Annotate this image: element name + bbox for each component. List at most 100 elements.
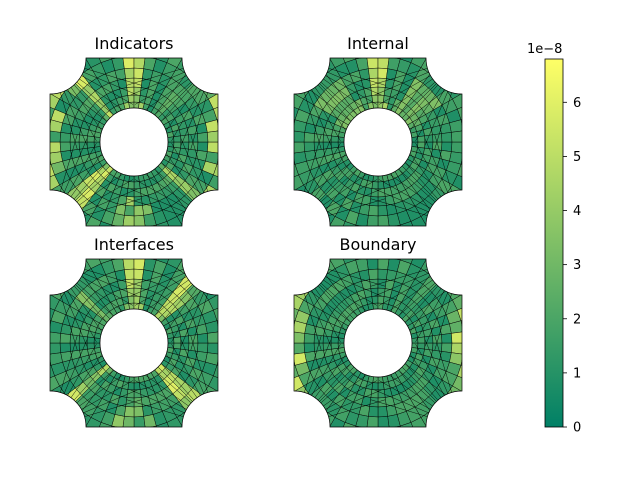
mesh-cell [134, 460, 152, 480]
mesh-cell [308, 13, 333, 40]
mesh-cell [20, 369, 42, 388]
mesh-cell [226, 97, 248, 116]
mesh-cell [194, 70, 214, 90]
mesh-cell [204, 58, 218, 82]
mesh-cell [204, 403, 218, 427]
mesh-line [314, 87, 350, 136]
mesh-cell [306, 202, 326, 222]
mesh-line [190, 335, 208, 393]
mesh-cell [16, 343, 35, 358]
mesh-line [434, 92, 452, 150]
mesh-cell [0, 157, 20, 178]
mesh-cell [166, 259, 185, 269]
mesh-cell [294, 292, 304, 311]
mesh-cell [183, 259, 207, 264]
mesh-cell [5, 187, 32, 212]
mesh-cell [480, 388, 507, 413]
mesh-cell [98, 3, 119, 28]
mesh-line [325, 276, 378, 306]
mesh-cell [342, 457, 363, 480]
mesh-line [79, 78, 128, 114]
mesh-line [67, 343, 97, 396]
mesh-cell [324, 7, 347, 33]
panel-2: Interfaces [0, 234, 274, 480]
panels: Indicators Internal Interfaces Boundary [0, 3, 518, 480]
mesh-cell [207, 331, 218, 344]
mesh-cell [409, 7, 432, 33]
mesh-cell [327, 417, 346, 427]
mesh-cell [133, 181, 141, 190]
mesh-cell [452, 91, 462, 110]
mesh-cell [226, 298, 248, 317]
mesh-cell [111, 58, 125, 71]
mesh-cell [365, 428, 378, 443]
mesh-cell [34, 330, 49, 343]
mesh-cell [368, 268, 379, 280]
mesh-cell [460, 316, 462, 333]
mesh-cell [243, 289, 269, 312]
mesh-cell [430, 62, 450, 82]
mesh-line [424, 138, 449, 193]
mesh-cell [294, 115, 296, 132]
mesh-cell [89, 435, 108, 457]
mesh-cell [251, 343, 274, 361]
mesh-cell [410, 417, 429, 427]
mesh-cell [294, 91, 304, 110]
mesh-cell [5, 72, 32, 97]
mesh-cell [122, 58, 135, 69]
mesh-cell [449, 320, 462, 334]
mesh-cell [294, 353, 296, 370]
mesh-line [126, 269, 184, 287]
mesh-cell [465, 284, 487, 305]
mesh-cell [251, 142, 274, 160]
mesh-cell [337, 141, 345, 148]
mesh-cell [427, 58, 451, 63]
mesh-cell [16, 328, 35, 343]
mesh-cell [351, 425, 368, 427]
mesh-cell [160, 435, 179, 457]
mesh-cell [264, 168, 286, 187]
colorbar-offset-label: 1e−8 [527, 42, 562, 57]
mesh-cell [103, 440, 120, 460]
mesh-cell [111, 259, 125, 272]
mesh-cell [124, 406, 135, 418]
mesh-cell [427, 221, 451, 226]
mesh-cell [452, 375, 462, 394]
mesh-cell [0, 358, 20, 379]
mesh-cell [172, 33, 193, 55]
mesh-cell [217, 213, 218, 226]
mesh-line [67, 89, 97, 142]
mesh-cell [149, 457, 170, 480]
mesh-cell [61, 58, 85, 63]
mesh-cell [133, 67, 144, 79]
mesh-cell [226, 168, 248, 187]
mesh-cell [50, 191, 55, 215]
mesh-line [140, 170, 189, 206]
mesh-cell [149, 3, 170, 28]
mesh-line [370, 198, 428, 216]
mesh-line [304, 92, 322, 150]
mesh-cell [294, 58, 295, 71]
mesh-cell [54, 271, 74, 291]
mesh-cell [208, 174, 218, 193]
mesh-cell [17, 155, 37, 172]
mesh-line [171, 89, 201, 142]
mesh-line [378, 179, 431, 209]
mesh-cell [75, 234, 96, 256]
mesh-cell [495, 124, 518, 142]
mesh-cell [298, 395, 318, 415]
mesh-cell [294, 191, 299, 215]
mesh-cell [93, 342, 101, 349]
mesh-cell [452, 174, 462, 193]
mesh-cell [448, 403, 462, 427]
mesh-cell [197, 342, 209, 353]
mesh-cell [294, 426, 307, 427]
mesh-line [304, 293, 322, 351]
colorbar-gradient [544, 58, 564, 428]
mesh-cell [50, 414, 51, 427]
mesh-cell [387, 414, 401, 427]
mesh-cell [61, 221, 85, 226]
mesh-cell [417, 135, 426, 143]
mesh-line [406, 87, 442, 136]
mesh-cell [20, 298, 42, 317]
